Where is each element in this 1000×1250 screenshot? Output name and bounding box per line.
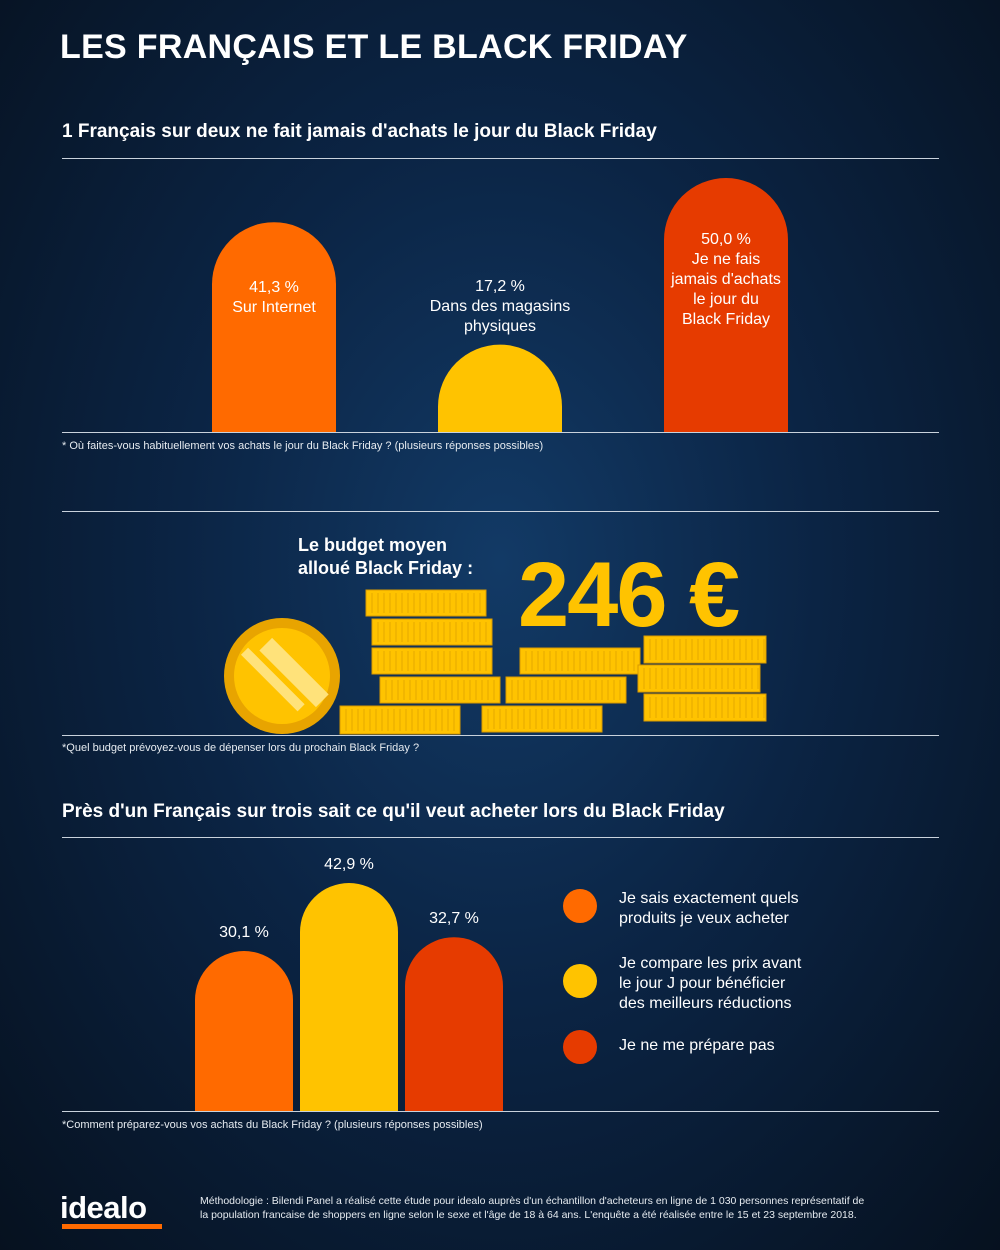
bar-value-label: 42,9 %	[324, 856, 374, 873]
bar-3	[664, 178, 788, 432]
legend-text: Je compare les prix avant	[619, 955, 802, 972]
idealo-logo: idealo	[60, 1190, 147, 1225]
bar-category-label: Dans des magasins	[429, 297, 571, 315]
legend-text: Je sais exactement quels	[619, 890, 799, 907]
chart2-top-rule	[62, 837, 939, 838]
bar-label-2: 42,9 %	[290, 855, 408, 875]
chart2-note: *Comment préparez-vous vos achats du Bla…	[62, 1119, 483, 1131]
bar-category-label: Black Friday	[681, 310, 771, 328]
legend-dot-yellow	[563, 964, 597, 998]
legend-dot-red	[563, 1030, 597, 1064]
methodology-line: Méthodologie : Bilendi Panel a réalisé c…	[200, 1195, 865, 1207]
legend-text: Je ne me prépare pas	[619, 1037, 775, 1054]
chart1-baseline	[62, 432, 939, 433]
big-coin-icon	[224, 618, 340, 734]
methodology-text: Méthodologie : Bilendi Panel a réalisé c…	[200, 1194, 940, 1222]
legend-item-no-prep: Je ne me prépare pas	[563, 1030, 829, 1064]
bar-value-label: 17,2 %	[475, 277, 525, 295]
bar-2	[438, 344, 562, 432]
bar-category-label: Sur Internet	[232, 298, 316, 316]
legend-text: le jour J pour bénéficier	[619, 975, 786, 992]
bar-value-label: 32,7 %	[429, 910, 479, 928]
chart1-note: * Où faites-vous habituellement vos acha…	[62, 440, 544, 452]
legend-item-know: Je sais exactement quels produits je veu…	[563, 889, 829, 929]
budget-amount: 246 €	[518, 544, 740, 646]
budget-bottom-rule	[62, 735, 939, 736]
budget-label-line1: Le budget moyen	[298, 535, 448, 555]
bar-label-1: 41,3 % Sur Internet	[202, 278, 346, 318]
legend-item-compare: Je compare les prix avant le jour J pour…	[563, 954, 829, 1014]
bar-value-label: 30,1 %	[219, 924, 269, 942]
bar-label-3: 50,0 % Je ne fais jamais d'achats le jour d…	[654, 230, 798, 330]
budget-top-rule	[62, 511, 939, 512]
bar-1	[195, 951, 293, 1111]
bar-label-1: 30,1 %	[185, 923, 303, 943]
legend-text: des meilleurs réductions	[619, 995, 792, 1012]
bar-category-label: le jour du	[693, 290, 759, 308]
chart2-title: Près d'un Français sur trois sait ce qu'…	[62, 801, 725, 822]
bar-label-3: 32,7 %	[395, 909, 513, 929]
bar-value-label: 41,3 %	[249, 278, 299, 296]
bar-category-label: jamais d'achats	[671, 270, 781, 288]
legend-dot-orange	[563, 889, 597, 923]
budget-note: *Quel budget prévoyez-vous de dépenser l…	[62, 742, 420, 754]
idealo-logo-underline	[62, 1224, 162, 1229]
bar-label-2: 17,2 % Dans des magasins physiques	[428, 277, 572, 337]
methodology-line: la population francaise de shoppers en l…	[200, 1209, 857, 1221]
bar-3	[405, 937, 503, 1111]
page-title: LES FRANÇAIS ET LE BLACK FRIDAY	[60, 28, 688, 66]
bar-1	[212, 222, 336, 432]
bar-category-label: Je ne fais	[691, 250, 761, 268]
bar-category-label: physiques	[463, 317, 537, 335]
budget-label: Le budget moyen alloué Black Friday :	[298, 534, 473, 580]
chart1-title: 1 Français sur deux ne fait jamais d'ach…	[62, 121, 657, 142]
legend-text: produits je veux acheter	[619, 910, 789, 927]
budget-label-line2: alloué Black Friday :	[298, 558, 474, 578]
bar-value-label: 50,0 %	[701, 230, 751, 248]
chart2-baseline	[62, 1111, 939, 1112]
chart1-top-rule	[62, 158, 939, 159]
bar-2	[300, 883, 398, 1111]
